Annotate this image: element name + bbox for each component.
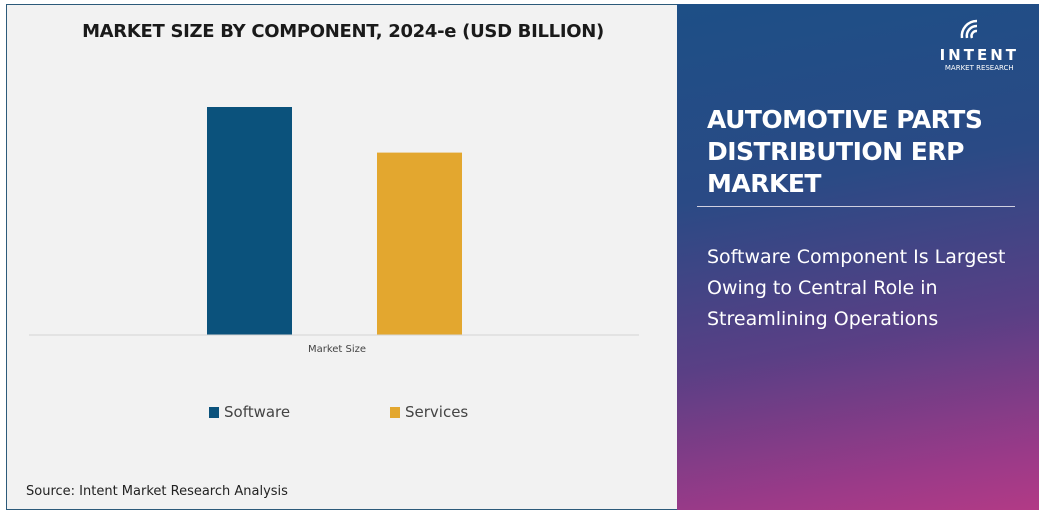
legend-item-software: Software — [209, 403, 290, 421]
market-subtitle: Software Component Is Largest Owing to C… — [707, 246, 1006, 330]
legend-swatch — [390, 406, 400, 418]
logo-sub: MARKET RESEARCH — [944, 64, 1014, 72]
bar-chart — [29, 107, 639, 336]
chart-panel: MARKET SIZE BY COMPONENT, 2024-e (USD BI… — [6, 4, 678, 510]
x-category-label: Market Size — [307, 344, 367, 355]
logo-name: INTENT — [939, 46, 1019, 64]
legend-label: Services — [405, 403, 469, 421]
chart-title: MARKET SIZE BY COMPONENT, 2024-e (USD BI… — [82, 21, 604, 42]
bar-services — [377, 152, 462, 335]
legend-swatch — [209, 406, 219, 418]
legend-item-services: Services — [390, 403, 468, 421]
bar-software — [207, 107, 292, 335]
legend-label: Software — [224, 403, 291, 421]
market-title: AUTOMOTIVE PARTS DISTRIBUTION ERP MARKET — [707, 105, 983, 198]
logo: INTENT MARKET RESEARCH — [940, 16, 1019, 72]
signal-icon — [960, 19, 978, 39]
info-panel: INTENT MARKET RESEARCH AUTOMOTIVE PARTS … — [677, 4, 1039, 510]
divider — [697, 206, 1015, 207]
source-note: Source: Intent Market Research Analysis — [26, 484, 288, 499]
